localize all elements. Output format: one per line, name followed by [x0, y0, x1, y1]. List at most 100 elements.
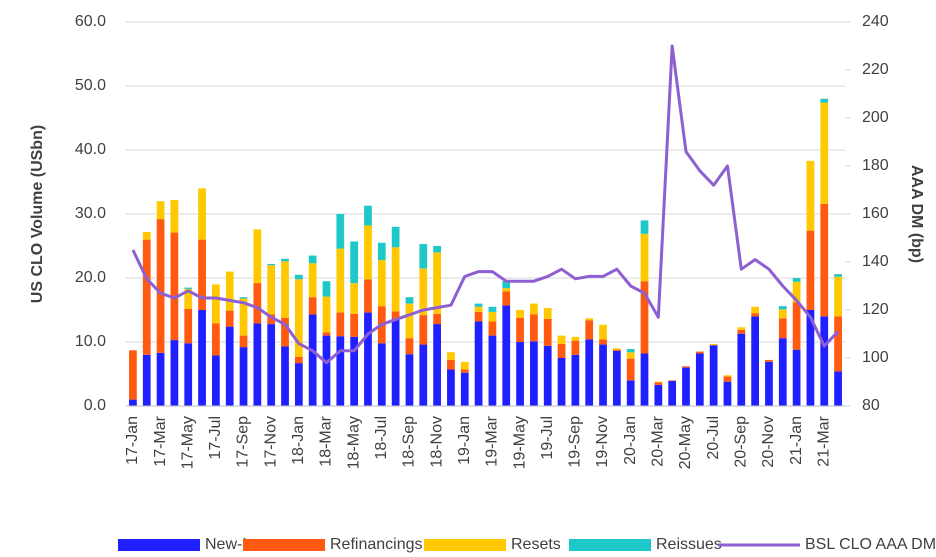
y2-tick-label: 220 [862, 61, 889, 78]
bar-segment [447, 369, 455, 406]
bar-segment [184, 343, 193, 406]
bar-segment [433, 313, 441, 325]
bar-segment [585, 320, 594, 340]
bar-segment [391, 311, 400, 319]
bar-segment [474, 306, 483, 312]
bar-segment [281, 317, 289, 347]
bar-segment [433, 252, 441, 314]
bar-segment [198, 239, 206, 310]
bar-segment [322, 296, 331, 333]
bar-segment [364, 205, 372, 226]
bar-segment [668, 380, 677, 382]
x-tick-label: 20-Sep [733, 416, 750, 468]
bar-segment [682, 366, 690, 368]
bar-segment [557, 343, 566, 358]
x-tick-label: 20-May [677, 416, 694, 469]
x-tick-label: 17-Nov [262, 416, 279, 468]
x-tick-label: 19-Jan [456, 416, 473, 465]
x-tick-label: 21-Jan [788, 416, 805, 465]
bar-segment [626, 380, 635, 406]
x-tick-label: 18-Jan [290, 416, 307, 465]
bar-segment [225, 326, 234, 406]
legend-swatch [118, 539, 200, 551]
bar-segment [612, 348, 621, 350]
x-tick-label: 19-Nov [594, 416, 611, 468]
bar-segment [184, 308, 193, 344]
bar-segment [502, 291, 511, 306]
bar-segment [543, 318, 552, 346]
bar-segment [751, 306, 759, 314]
x-tick-label: 17-May [179, 416, 196, 469]
bar-segment [350, 313, 359, 337]
x-tick-label: 19-May [511, 416, 528, 469]
bar-segment [170, 232, 179, 341]
bar-segment [198, 310, 206, 406]
bar-segment [364, 225, 372, 280]
bar-segment [322, 281, 331, 297]
bar-segment [530, 314, 538, 342]
bar-segment [585, 339, 594, 406]
y-tick-label: 20.0 [75, 269, 106, 286]
x-tick-label: 18-Mar [318, 415, 335, 466]
bar-segment [405, 338, 414, 355]
y2-tick-label: 240 [862, 13, 889, 30]
bar-segment [474, 311, 483, 322]
bar-segment [640, 281, 649, 354]
bar-segment [308, 297, 317, 315]
bar-segment [225, 310, 234, 327]
bar-segment [391, 247, 400, 312]
bar-segment [447, 352, 455, 360]
bar-segment [792, 281, 801, 303]
bar-segment [239, 347, 248, 406]
bar-segment [751, 313, 759, 317]
bar-segment [322, 332, 331, 336]
bar-segment [460, 372, 469, 406]
bar-segment [778, 318, 787, 339]
bar-segment [336, 312, 345, 337]
bar-segment [820, 203, 829, 317]
bar-segment [488, 306, 497, 312]
bar-segment [294, 279, 303, 357]
x-tick-label: 17-Mar [152, 415, 169, 466]
bar-segment [239, 335, 248, 348]
bar-segment [433, 324, 441, 406]
bar-segment [308, 263, 317, 298]
line [131, 44, 840, 365]
bar-segment [253, 283, 262, 324]
bar-segment [212, 355, 220, 406]
bar-segment [723, 375, 732, 377]
bar-segment [281, 346, 289, 406]
y-tick-label: 0.0 [84, 397, 106, 414]
y2-tick-label: 80 [862, 397, 880, 414]
x-tick-label: 21-Mar [815, 415, 832, 466]
bar-segment [695, 351, 704, 354]
y2-tick-label: 140 [862, 253, 889, 270]
y-tick-label: 60.0 [75, 13, 106, 30]
bar-segment [419, 344, 428, 406]
bar-segment [253, 229, 262, 284]
bar-segment [156, 201, 165, 220]
legend-label: BSL CLO AAA DM [805, 536, 936, 553]
bar-segment [294, 356, 303, 364]
bar-segment [225, 271, 234, 311]
bar-segment [640, 353, 649, 406]
bar-segment [612, 349, 621, 351]
bar-segment [419, 315, 428, 345]
bar-segment [765, 361, 773, 406]
bar-segment [709, 343, 718, 346]
bar-segment [447, 359, 455, 370]
bar-segment [377, 343, 386, 406]
bar-segment [834, 371, 842, 406]
bar-segment [156, 352, 165, 406]
bar-segment [405, 303, 414, 339]
bar-segment [530, 303, 538, 315]
bar-segment [778, 306, 787, 310]
bar-segment [557, 335, 566, 344]
bar-segment [640, 220, 649, 234]
legend-label: Refinancings [330, 536, 423, 553]
bar-segment [723, 381, 732, 406]
bar-segment [350, 336, 359, 406]
bar-segment [281, 261, 289, 318]
bar-segment [599, 339, 607, 345]
